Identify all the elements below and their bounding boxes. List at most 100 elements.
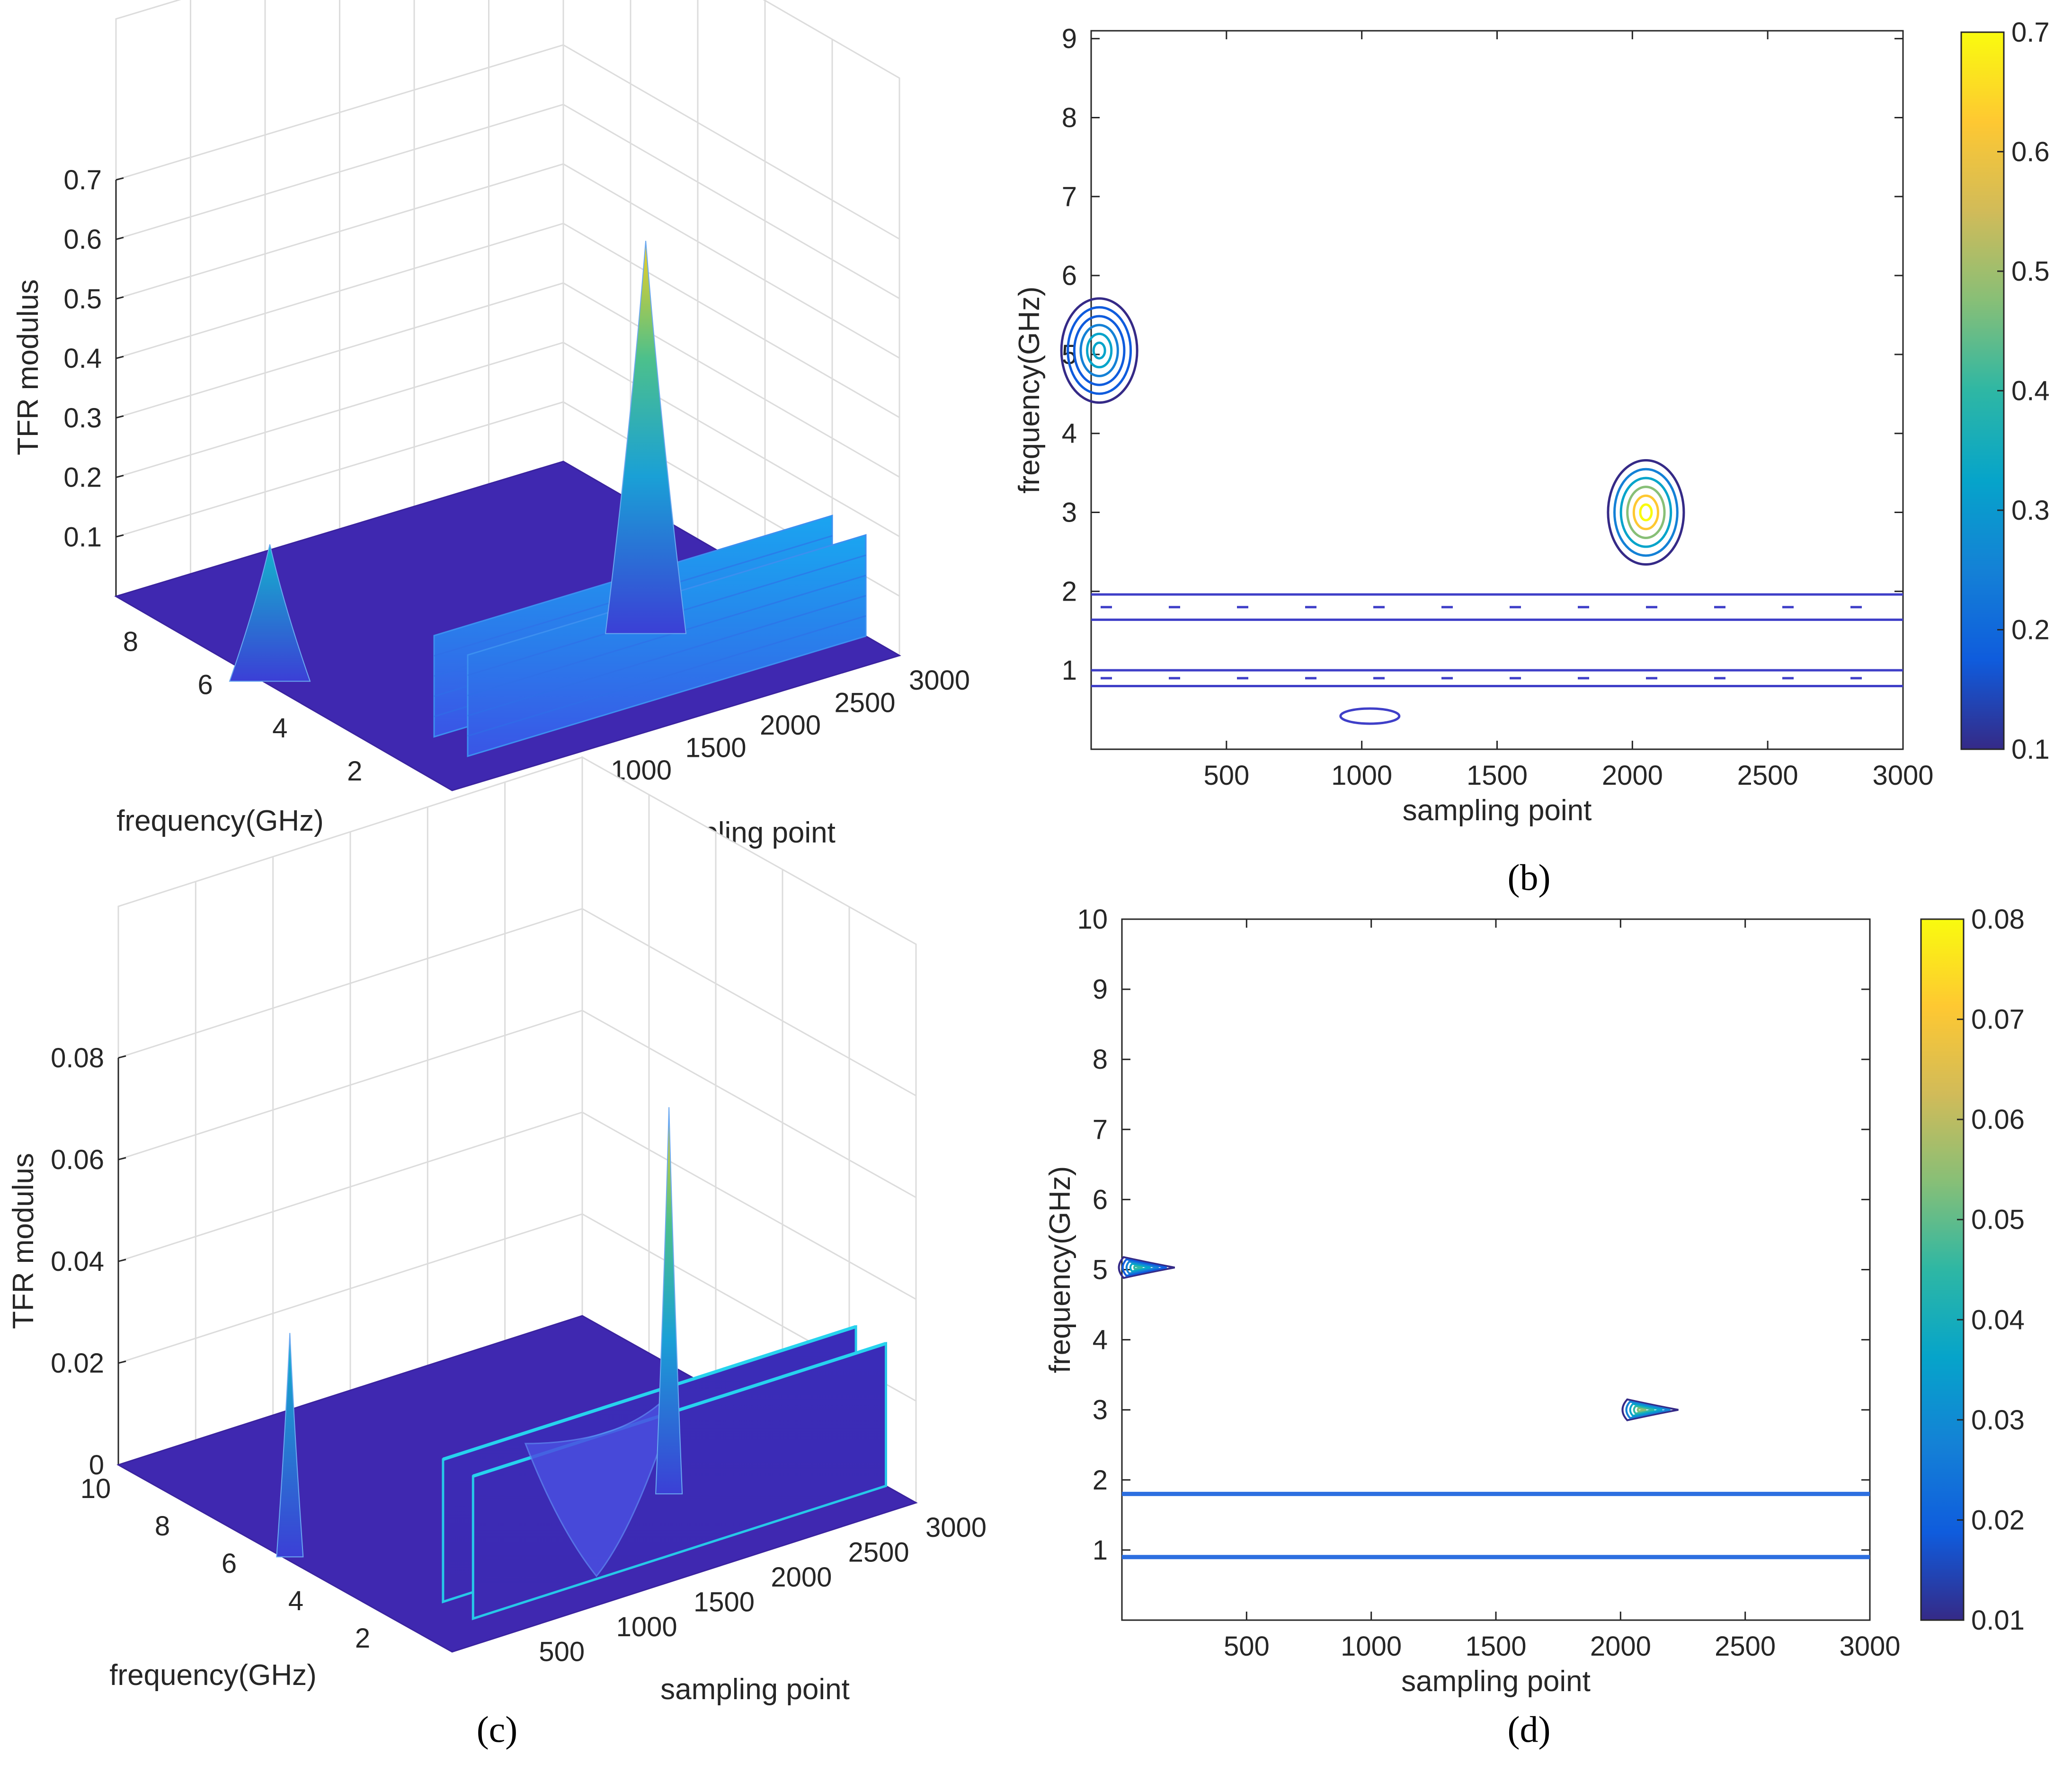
contour-ring	[1067, 306, 1132, 395]
z-tick	[116, 475, 124, 479]
colorbar-tick-label: 0.01	[1971, 1605, 2025, 1636]
x-tick-label: 500	[1224, 1631, 1270, 1662]
z-tick-label: 0.2	[63, 462, 102, 493]
z-tick	[116, 237, 124, 240]
freq-axis-label: frequency(GHz)	[109, 1659, 317, 1692]
gridline	[118, 1010, 916, 1198]
freq-tick-label: 8	[123, 627, 138, 657]
gridline	[116, 104, 900, 299]
x-tick-label: 3000	[1839, 1631, 1900, 1662]
x-tick-label: 1500	[1467, 760, 1528, 791]
contour-ring	[1636, 1407, 1646, 1413]
y-tick-label: 2	[1093, 1465, 1108, 1496]
contour-ring	[1632, 494, 1660, 531]
gridline	[116, 341, 900, 537]
colorbar-tick-label: 0.03	[1971, 1405, 2025, 1436]
contour-ring	[1633, 1405, 1654, 1415]
colorbar-tick-label: 0.3	[2011, 495, 2050, 526]
surface-peak	[229, 544, 311, 682]
gridline	[116, 44, 900, 240]
freq-tick-label: 6	[198, 670, 213, 700]
y-tick-label: 6	[1062, 260, 1077, 291]
contour-ring	[1621, 1398, 1679, 1421]
contour-ring	[1092, 341, 1106, 360]
caption: (d)	[1508, 1709, 1551, 1750]
ridge-top	[442, 1325, 857, 1461]
contour-ring	[1129, 1262, 1151, 1273]
x-axis-label: sampling point	[1401, 1665, 1591, 1698]
freq-tick-label: 10	[80, 1473, 111, 1504]
z-tick-label: 0.3	[63, 403, 102, 434]
ridge-shade	[467, 615, 866, 737]
ridge-shade	[467, 595, 866, 717]
z-tick-label: 0.5	[63, 284, 102, 314]
x-tick-label: 2500	[1715, 1631, 1776, 1662]
z-tick-label: 0.04	[51, 1246, 104, 1277]
z-tick-label: 0.4	[63, 343, 102, 374]
x-tick-label: 500	[1203, 760, 1249, 791]
colorbar-tick-label: 0.07	[1971, 1004, 2025, 1035]
y-tick-label: 7	[1062, 181, 1077, 212]
contour-ring	[1118, 1256, 1175, 1279]
gridline	[118, 1213, 916, 1402]
y-axis-label: frequency(GHz)	[1044, 1166, 1076, 1374]
freq-tick-label: 2	[347, 756, 362, 787]
x-tick-label: 3000	[1872, 760, 1933, 791]
contour-ring	[1125, 1260, 1159, 1275]
sample-tick-label: 3000	[925, 1512, 987, 1543]
panel-a-surface: 0.1 0.2 0.3 0.4 0.5 0.6 0.7 TFR modulus 8 6 4 2500 1…	[12, 0, 970, 898]
y-tick-label: 5	[1093, 1255, 1108, 1285]
sample-tick-label: 1500	[685, 733, 747, 763]
ridge-shade	[467, 575, 866, 696]
x-tick-label: 2500	[1737, 760, 1798, 791]
sample-tick-label: 2000	[771, 1562, 832, 1593]
y-axis-label: frequency(GHz)	[1013, 286, 1046, 494]
contour-ring	[1073, 315, 1126, 386]
x-tick-label: 1000	[1331, 760, 1392, 791]
z-tick-label: 0.7	[63, 165, 102, 195]
freq-tick-label: 8	[155, 1511, 170, 1542]
colorbar-tick-label: 0.04	[1971, 1304, 2025, 1335]
z-tick-label: 0.6	[63, 224, 102, 255]
x-axis-label: sampling point	[1403, 794, 1592, 827]
contour-ring	[1626, 486, 1666, 539]
colorbar-tick-label: 0.1	[2011, 734, 2050, 765]
plot-area	[1090, 30, 1904, 750]
y-tick-label: 4	[1062, 418, 1077, 449]
z-tick-label: 0.1	[63, 522, 102, 552]
gridline	[116, 282, 900, 478]
colorbar-tick-label: 0.02	[1971, 1505, 2025, 1535]
contour-ring	[1639, 503, 1653, 522]
y-tick-label: 9	[1093, 974, 1108, 1005]
panel-b-contour: 500 1000 1500 2000 2500 3000123456789sampling…	[1013, 17, 2050, 898]
surface-peak	[276, 1333, 304, 1558]
z-axis-label: TFR modulus	[12, 279, 44, 455]
y-tick-label: 1	[1062, 655, 1077, 686]
z-tick	[118, 1259, 126, 1262]
gridline	[116, 222, 900, 418]
colorbar-tick-label: 0.4	[2011, 376, 2050, 407]
ridge-dip	[524, 1400, 673, 1578]
colorbar-tick-label: 0.08	[1971, 904, 2025, 935]
y-tick-label: 1	[1093, 1535, 1108, 1566]
freq-axis-label: frequency(GHz)	[116, 805, 324, 837]
z-tick	[116, 415, 124, 419]
x-tick-label: 1000	[1341, 1631, 1402, 1662]
sample-tick-label: 2000	[760, 710, 821, 741]
x-tick-label: 1500	[1465, 1631, 1526, 1662]
sample-tick-label: 2500	[835, 688, 896, 718]
z-tick-label: 0.02	[51, 1348, 104, 1379]
contour-ring	[1619, 477, 1672, 548]
contour-ring	[1060, 297, 1138, 404]
x-tick-label: 2000	[1590, 1631, 1651, 1662]
y-tick-label: 4	[1093, 1325, 1108, 1356]
z-tick-label: 0.06	[51, 1144, 104, 1175]
y-tick-label: 8	[1062, 102, 1077, 133]
contour-ring	[1121, 1258, 1167, 1277]
contour-band	[1091, 669, 1903, 688]
z-tick	[118, 1157, 126, 1161]
sample-tick-label: 3000	[909, 665, 970, 696]
z-axis-label: TFR modulus	[7, 1153, 40, 1329]
colorbar	[1920, 918, 1965, 1621]
